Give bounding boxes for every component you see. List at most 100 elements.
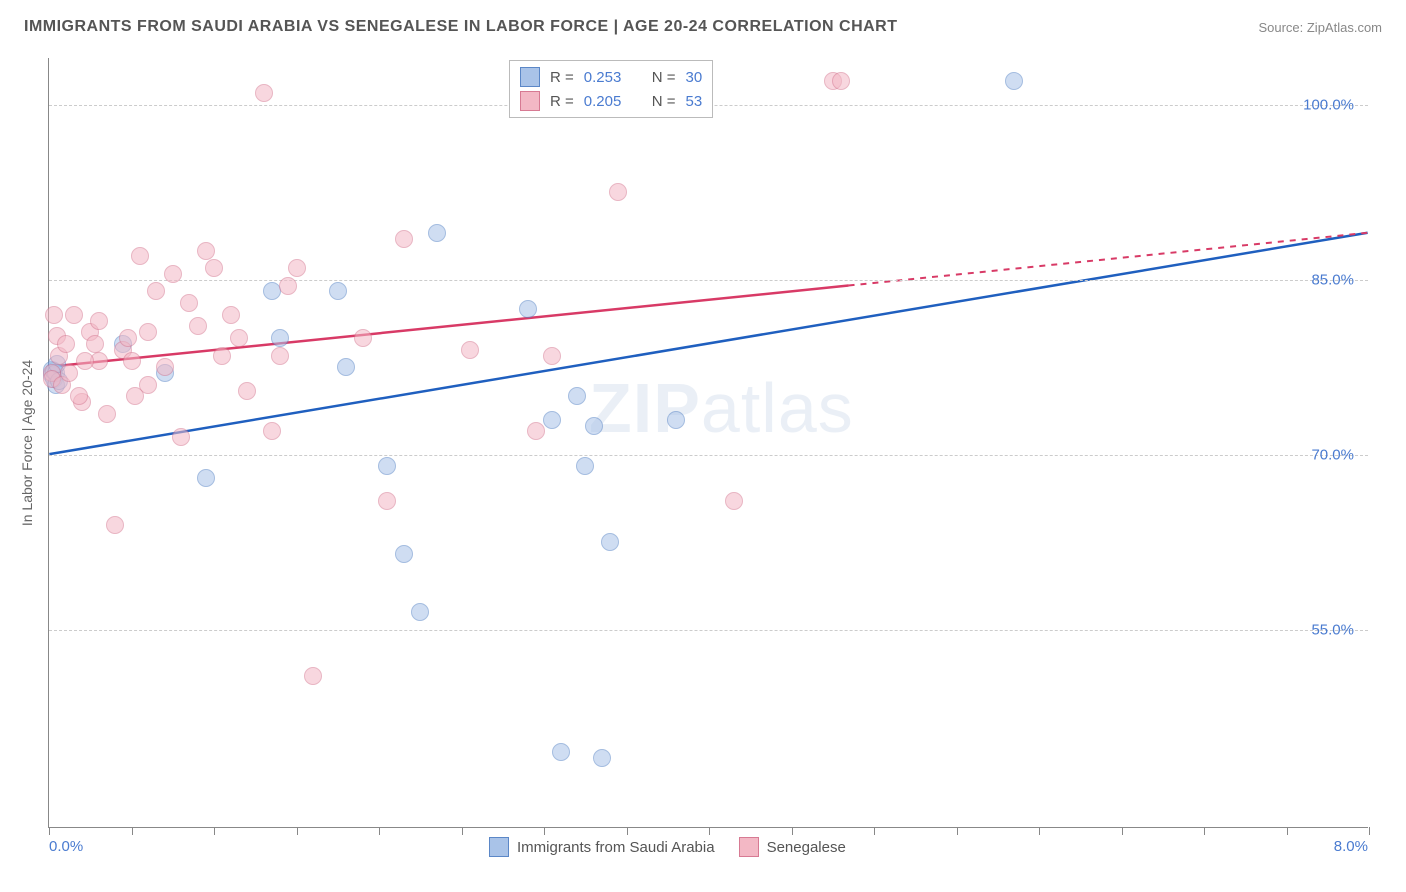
scatter-point: [288, 259, 306, 277]
title-bar: IMMIGRANTS FROM SAUDI ARABIA VS SENEGALE…: [24, 18, 1382, 42]
scatter-point: [197, 469, 215, 487]
scatter-point: [395, 230, 413, 248]
scatter-point: [527, 422, 545, 440]
scatter-point: [57, 335, 75, 353]
n-value: 30: [686, 69, 703, 86]
scatter-point: [126, 387, 144, 405]
scatter-point: [395, 545, 413, 563]
legend-swatch: [520, 91, 540, 111]
x-tick: [297, 827, 298, 835]
x-tick: [627, 827, 628, 835]
legend-item: Senegalese: [739, 837, 846, 857]
scatter-point: [60, 364, 78, 382]
legend-label: Immigrants from Saudi Arabia: [517, 839, 715, 856]
x-tick: [1039, 827, 1040, 835]
scatter-point: [601, 533, 619, 551]
x-tick: [1122, 827, 1123, 835]
source-label: Source: ZipAtlas.com: [1258, 20, 1382, 35]
scatter-point: [86, 335, 104, 353]
x-tick: [1369, 827, 1370, 835]
scatter-point: [205, 259, 223, 277]
scatter-point: [1005, 72, 1023, 90]
scatter-point: [552, 743, 570, 761]
scatter-point: [593, 749, 611, 767]
r-value: 0.253: [584, 69, 636, 86]
watermark: ZIPatlas: [589, 368, 854, 448]
x-tick: [1204, 827, 1205, 835]
scatter-point: [123, 352, 141, 370]
stats-row: R = 0.205 N = 53: [520, 89, 702, 113]
n-value: 53: [686, 93, 703, 110]
scatter-point: [279, 277, 297, 295]
y-tick-label: 55.0%: [1311, 621, 1354, 638]
gridline: [49, 280, 1368, 281]
scatter-point: [106, 516, 124, 534]
scatter-point: [255, 84, 273, 102]
plot-area: In Labor Force | Age 20-24 ZIPatlas 55.0…: [48, 58, 1368, 828]
scatter-point: [76, 352, 94, 370]
scatter-point: [156, 358, 174, 376]
x-tick-label: 0.0%: [49, 838, 83, 855]
scatter-point: [543, 411, 561, 429]
n-label: N =: [652, 69, 676, 86]
scatter-point: [164, 265, 182, 283]
x-tick: [132, 827, 133, 835]
scatter-point: [378, 457, 396, 475]
x-tick: [1287, 827, 1288, 835]
x-tick: [709, 827, 710, 835]
scatter-point: [189, 317, 207, 335]
stats-row: R = 0.253 N = 30: [520, 65, 702, 89]
stats-legend: R = 0.253 N = 30 R = 0.205 N = 53: [509, 60, 713, 118]
scatter-point: [70, 387, 88, 405]
gridline: [49, 630, 1368, 631]
scatter-point: [576, 457, 594, 475]
x-tick-label: 8.0%: [1334, 838, 1368, 855]
x-tick: [462, 827, 463, 835]
legend-label: Senegalese: [767, 839, 846, 856]
y-tick-label: 85.0%: [1311, 271, 1354, 288]
legend-swatch: [739, 837, 759, 857]
scatter-point: [263, 422, 281, 440]
scatter-point: [139, 323, 157, 341]
scatter-point: [263, 282, 281, 300]
scatter-point: [90, 312, 108, 330]
scatter-point: [378, 492, 396, 510]
scatter-point: [304, 667, 322, 685]
x-tick: [214, 827, 215, 835]
r-label: R =: [550, 69, 574, 86]
scatter-point: [238, 382, 256, 400]
scatter-point: [271, 329, 289, 347]
scatter-point: [585, 417, 603, 435]
scatter-point: [354, 329, 372, 347]
scatter-point: [213, 347, 231, 365]
x-tick: [544, 827, 545, 835]
x-tick: [49, 827, 50, 835]
y-tick-label: 100.0%: [1303, 96, 1354, 113]
scatter-point: [98, 405, 116, 423]
series-legend: Immigrants from Saudi Arabia Senegalese: [489, 837, 846, 857]
n-label: N =: [652, 93, 676, 110]
legend-swatch: [489, 837, 509, 857]
r-label: R =: [550, 93, 574, 110]
y-axis-title: In Labor Force | Age 20-24: [19, 359, 35, 525]
gridline: [49, 455, 1368, 456]
scatter-point: [271, 347, 289, 365]
scatter-point: [131, 247, 149, 265]
scatter-point: [609, 183, 627, 201]
scatter-point: [337, 358, 355, 376]
scatter-point: [832, 72, 850, 90]
scatter-point: [197, 242, 215, 260]
legend-swatch: [520, 67, 540, 87]
scatter-point: [180, 294, 198, 312]
x-tick: [379, 827, 380, 835]
scatter-point: [172, 428, 190, 446]
scatter-point: [119, 329, 137, 347]
scatter-point: [543, 347, 561, 365]
scatter-point: [519, 300, 537, 318]
scatter-point: [667, 411, 685, 429]
scatter-point: [65, 306, 83, 324]
scatter-point: [411, 603, 429, 621]
r-value: 0.205: [584, 93, 636, 110]
x-tick: [957, 827, 958, 835]
x-tick: [874, 827, 875, 835]
